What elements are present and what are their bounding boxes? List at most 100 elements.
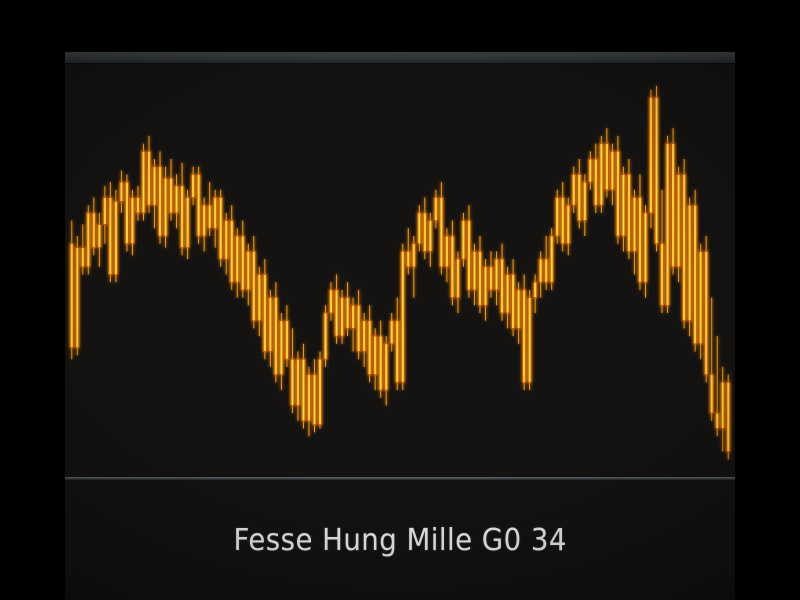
candle-core (435, 198, 437, 220)
candle-core (242, 236, 244, 290)
candle-core (424, 213, 426, 251)
candle-core (341, 298, 343, 336)
candle-core (727, 382, 729, 451)
candle-core (622, 175, 624, 236)
candle-core (672, 144, 674, 267)
candle-core (589, 159, 591, 182)
candle-core (231, 221, 233, 282)
candle-core (418, 213, 420, 244)
candle-core (192, 175, 194, 197)
candle-core (352, 305, 354, 328)
candle-core (247, 252, 249, 290)
candle-core (705, 252, 707, 374)
candle-core (545, 259, 547, 282)
candle-core (302, 359, 304, 421)
candle-core (462, 221, 464, 259)
candle-core (496, 259, 498, 290)
candle-core (313, 375, 316, 425)
candle-core (518, 290, 520, 328)
candle-core (176, 186, 178, 213)
candle-core (595, 159, 597, 205)
candle-core (220, 198, 222, 259)
candle-core (297, 359, 299, 405)
candle-core (269, 298, 271, 351)
candle-core (330, 290, 332, 313)
candle-core (325, 313, 327, 359)
candle-core (236, 236, 238, 282)
candle-core (650, 98, 652, 213)
candle-core (633, 198, 635, 251)
candle-core (380, 336, 382, 390)
candle-core (181, 186, 183, 247)
candle-core (363, 321, 365, 351)
candle-core (209, 205, 211, 228)
candle-core (468, 221, 470, 290)
candle-core (611, 151, 613, 190)
candle-core (98, 225, 100, 247)
candle-core (716, 413, 718, 428)
candle-core (600, 144, 602, 205)
candle-core (578, 175, 580, 220)
candle-core (203, 205, 205, 236)
candle-core (137, 198, 139, 213)
candle-core (694, 205, 696, 344)
candle-core (258, 275, 260, 321)
candle-core (264, 275, 266, 351)
chart-window: Fesse Hung Mille G0 34 (65, 52, 735, 600)
candle-core (253, 252, 255, 321)
candle-core (678, 175, 680, 267)
candle-core (446, 236, 448, 267)
candle-core (440, 198, 442, 267)
caption-strip: Fesse Hung Mille G0 34 (65, 480, 735, 600)
candle-core (225, 221, 227, 259)
candle-core (319, 359, 321, 425)
window-title-bar[interactable] (65, 52, 735, 64)
candle-core (159, 167, 161, 236)
candle-core (369, 321, 371, 374)
candle-core (457, 259, 459, 297)
candle-core (82, 248, 84, 267)
candle-core (540, 259, 542, 282)
candle-core (529, 298, 531, 382)
caption-label: Fesse Hung Mille G0 34 (233, 522, 567, 558)
candle-core (556, 198, 558, 236)
candle-core (413, 244, 415, 267)
candle-core (484, 267, 487, 305)
candle-core (187, 198, 189, 247)
candle-core (683, 175, 685, 321)
candle-core (534, 282, 536, 297)
candle-core (661, 244, 663, 305)
candle-core (396, 321, 398, 382)
candle-core (385, 344, 387, 390)
candle-core (148, 151, 150, 205)
candle-core (711, 375, 713, 413)
candle-core (142, 151, 144, 213)
candlestick-chart-svg (65, 64, 735, 477)
candle-core (523, 290, 525, 382)
candle-core (275, 298, 277, 374)
candle-core (347, 298, 349, 328)
candle-core (722, 382, 724, 428)
candle-core (628, 175, 630, 251)
candle-core (617, 151, 619, 236)
candle-core (656, 98, 658, 244)
candle-core (93, 213, 95, 247)
candle-core (407, 252, 409, 267)
candle-core (689, 205, 691, 321)
candle-core (165, 178, 167, 236)
candle-core (639, 198, 641, 282)
candle-core (501, 259, 503, 313)
candle-core (507, 275, 509, 313)
candle-core (490, 267, 492, 290)
candlestick-chart[interactable] (65, 64, 735, 477)
candle-core (584, 182, 586, 220)
candle-core (512, 275, 514, 328)
candle-core (567, 205, 569, 244)
candle-core (562, 198, 564, 244)
candle-core (429, 221, 431, 251)
candle-core (358, 305, 360, 351)
candle-core (153, 167, 156, 205)
candle-core (700, 252, 702, 344)
candle-core (479, 252, 481, 305)
